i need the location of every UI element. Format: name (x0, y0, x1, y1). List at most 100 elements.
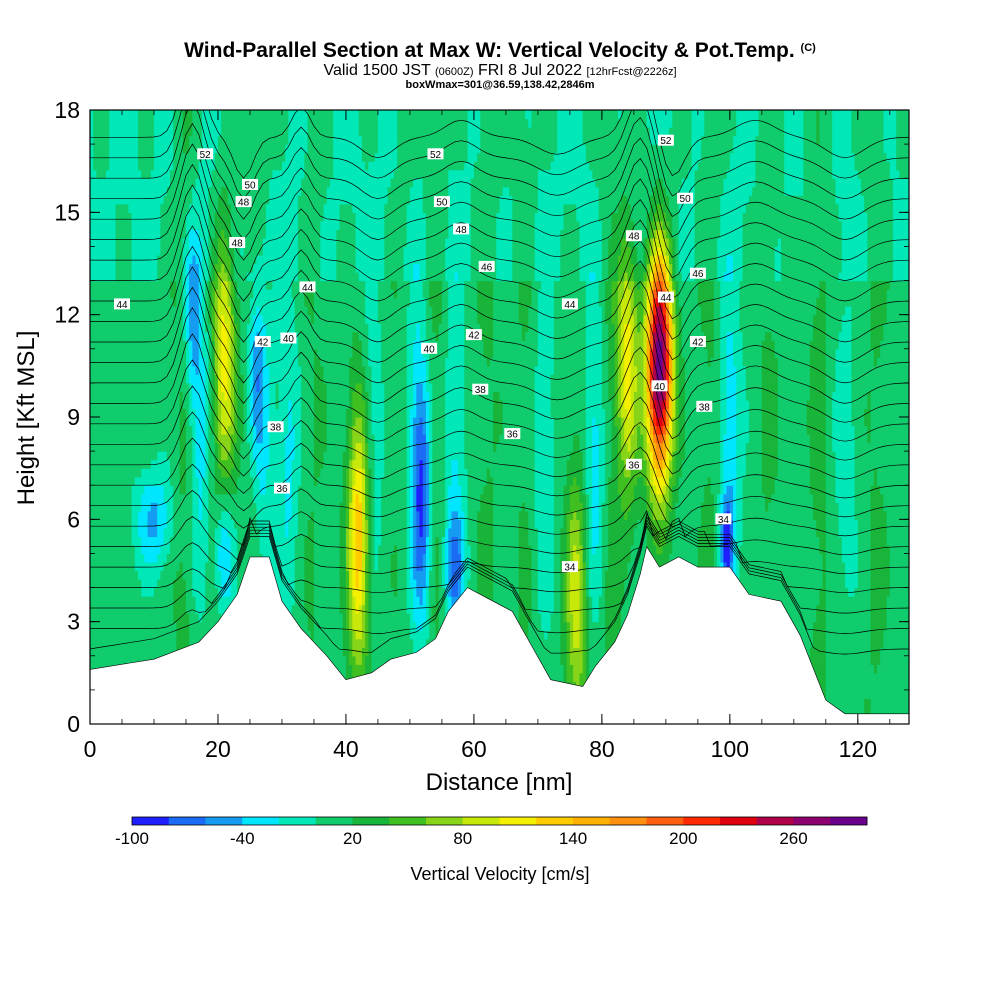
vv-cell (150, 493, 155, 503)
vv-cell (93, 152, 97, 162)
vv-cell (128, 195, 133, 205)
vv-cell (185, 118, 190, 128)
vv-cell (147, 630, 152, 640)
vv-cell (205, 237, 209, 248)
vv-cell (153, 399, 158, 410)
vv-cell (141, 297, 145, 307)
vv-cell (125, 485, 129, 495)
vv-cell (201, 306, 206, 316)
vv-cell (208, 451, 213, 461)
vv-cell (185, 374, 190, 384)
vv-cell (173, 604, 177, 614)
vv-cell (147, 613, 152, 623)
vv-cell (182, 246, 187, 256)
vv-cell (163, 417, 168, 427)
vv-cell (198, 254, 203, 265)
vv-cell (198, 289, 203, 299)
vv-cell (169, 391, 174, 401)
vv-cell (121, 161, 126, 171)
vv-cell (112, 382, 117, 393)
vv-cell (115, 442, 120, 452)
vv-cell (205, 306, 209, 316)
vv-cell (208, 357, 213, 367)
vv-cell (150, 587, 155, 597)
vv-cell (176, 340, 181, 350)
vv-cell (179, 161, 184, 171)
vv-cell (157, 220, 161, 230)
vv-cell (125, 459, 129, 469)
vv-cell (176, 485, 181, 495)
vv-cell (160, 348, 165, 358)
vv-cell (160, 519, 165, 529)
vv-cell (118, 579, 123, 589)
vv-cell (185, 527, 190, 537)
vv-cell (192, 417, 197, 427)
vv-cell (131, 220, 136, 230)
vv-cell (163, 161, 168, 171)
vv-cell (118, 425, 123, 435)
vv-cell (90, 434, 94, 444)
vv-cell (121, 263, 126, 273)
vv-cell (102, 587, 107, 597)
vv-cell (141, 579, 145, 589)
vv-cell (185, 485, 190, 495)
vv-cell (157, 451, 161, 461)
vv-cell (189, 442, 193, 452)
vv-cell (163, 203, 168, 213)
valid-utc: (0600Z) (434, 66, 474, 78)
vv-cell (169, 246, 174, 256)
vv-cell (141, 553, 145, 563)
vv-cell (182, 289, 187, 299)
vv-cell (179, 442, 184, 452)
vv-cell (147, 212, 152, 222)
vv-cell (179, 340, 184, 350)
vv-cell (176, 442, 181, 452)
vv-cell (208, 434, 213, 444)
vv-cell (134, 186, 139, 196)
vv-cell (153, 493, 158, 503)
vv-cell (201, 519, 206, 529)
vv-cell (118, 408, 123, 418)
vv-cell (185, 272, 190, 282)
vv-cell (208, 468, 213, 478)
vv-cell (96, 399, 101, 410)
vv-cell (144, 203, 149, 213)
vv-cell (137, 169, 142, 179)
vv-cell (153, 425, 158, 435)
vv-cell (169, 417, 174, 427)
vv-cell (141, 621, 145, 631)
vv-cell (137, 254, 142, 265)
vv-cell (106, 203, 110, 213)
vv-cell (131, 468, 136, 478)
vv-cell (160, 118, 165, 128)
vv-cell (163, 442, 168, 452)
vv-cell (157, 579, 161, 589)
vv-cell (185, 382, 190, 393)
vv-cell (160, 527, 165, 537)
vv-cell (115, 306, 120, 316)
vv-cell (153, 323, 158, 333)
vv-cell (182, 519, 187, 529)
vv-cell (99, 425, 104, 435)
vv-cell (205, 476, 209, 486)
vv-cell (93, 638, 97, 648)
vv-cell (144, 621, 149, 631)
vv-cell (118, 587, 123, 597)
vv-cell (137, 118, 142, 128)
vv-cell (102, 425, 107, 435)
vv-cell (131, 195, 136, 205)
vv-cell (153, 348, 158, 358)
vv-cell (109, 289, 113, 299)
vv-cell (115, 195, 120, 205)
vv-cell (173, 186, 177, 196)
vv-cell (144, 195, 149, 205)
vv-cell (169, 135, 174, 145)
vv-cell (189, 246, 193, 256)
vv-cell (121, 289, 126, 299)
vv-cell (144, 272, 149, 282)
vv-cell (90, 135, 94, 145)
vv-cell (192, 561, 197, 572)
vv-cell (137, 161, 142, 171)
vv-cell (112, 579, 117, 589)
vv-cell (128, 434, 133, 444)
